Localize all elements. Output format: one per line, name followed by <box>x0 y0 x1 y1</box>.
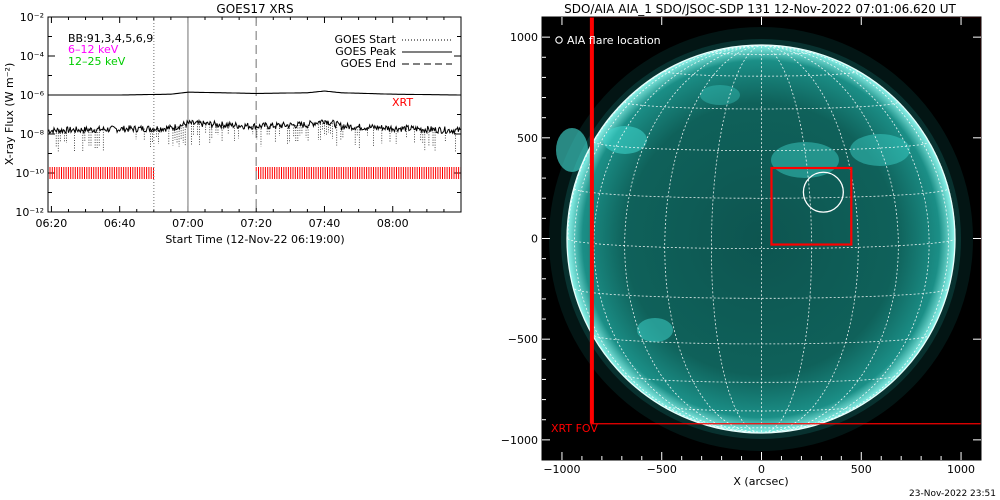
x-tick-label: −1000 <box>543 463 580 476</box>
legend-goes-end: GOES End <box>340 57 396 70</box>
solar-limb <box>566 44 956 434</box>
goes-plot-frame <box>47 16 462 213</box>
y-tick-label: 500 <box>517 132 538 145</box>
goes-legend: GOES Start GOES Peak GOES End <box>335 33 452 70</box>
y-tick-label: 10⁻⁸ <box>20 128 45 141</box>
x-tick-label: 500 <box>851 463 872 476</box>
y-tick-label: 1000 <box>510 31 538 44</box>
goes-event-markers <box>153 17 257 212</box>
goes-title: GOES17 XRS <box>216 2 293 16</box>
legend-goes-peak: GOES Peak <box>335 45 396 58</box>
aia-xlabel: X (arcsec) <box>733 475 788 488</box>
grid-longitude-line <box>761 44 930 432</box>
legend-goes-start: GOES Start <box>335 33 397 46</box>
aia-image-panel: SDO/AIA AIA_1 SDO/JSOC-SDP 131 12-Nov-20… <box>501 2 982 488</box>
grid-longitude-line <box>761 44 859 433</box>
x-tick-label: 06:40 <box>104 217 136 230</box>
goes-axes: 06:20 06:40 07:00 07:20 07:40 08:00 10⁻¹² 10⁻¹⁰… <box>15 11 461 230</box>
goes-series-line <box>48 90 461 96</box>
active-region <box>850 134 910 166</box>
active-region <box>603 126 647 154</box>
y-tick-label: 10⁻² <box>20 11 44 24</box>
x-tick-label: −500 <box>647 463 677 476</box>
goes-flux-series <box>48 90 461 152</box>
x-tick-label: 08:00 <box>377 217 409 230</box>
x-tick-label: 06:20 <box>36 217 68 230</box>
aia-title: SDO/AIA AIA_1 SDO/JSOC-SDP 131 12-Nov-20… <box>564 2 956 16</box>
y-tick-label: 10⁻⁴ <box>20 50 45 63</box>
grid-longitude-line <box>711 44 762 433</box>
goes-xrs-panel: GOES17 XRS X-ray Flux (W m⁻²) Start Time… <box>3 2 462 246</box>
active-region <box>637 318 673 342</box>
grid-longitude-line <box>761 44 899 433</box>
aia-axes: −1000 −500 0 500 1000 1000 500 0 −500 −1000 <box>501 17 981 476</box>
y-tick-label: 0 <box>531 233 538 246</box>
goes-ylabel: X-ray Flux (W m⁻²) <box>3 63 16 165</box>
grid-longitude-line <box>624 44 762 433</box>
grid-latitude-line <box>574 288 949 299</box>
legend-circle-icon <box>555 36 563 44</box>
y-tick-label: −1000 <box>501 434 538 447</box>
x-tick-label: 07:40 <box>309 217 341 230</box>
grid-longitude-line <box>664 44 762 433</box>
x-tick-label: 07:00 <box>172 217 204 230</box>
flare-location-marker <box>802 171 844 213</box>
grid-longitude-line <box>761 44 812 433</box>
timestamp: 23-Nov-2022 23:51 <box>909 489 996 499</box>
goes-xlabel: Start Time (12-Nov-22 06:19:00) <box>165 233 344 246</box>
xrt-coverage-ticks <box>49 167 461 179</box>
flare-box <box>770 166 853 246</box>
grid-latitude-line <box>574 188 949 199</box>
aia-legend-label: AIA flare location <box>567 34 661 47</box>
band1-label: 6–12 keV <box>68 43 119 56</box>
y-tick-label: −500 <box>508 333 538 346</box>
xrt-fov-label: XRT FOV <box>551 422 598 435</box>
aia-overlays <box>589 17 981 425</box>
y-tick-label: 10⁻¹² <box>15 206 44 219</box>
channels-label: BB:91,3,4,5,6,9 <box>68 32 153 45</box>
y-tick-label: 10⁻¹⁰ <box>15 167 44 180</box>
grid-longitude-line <box>593 44 762 432</box>
goes-series-line <box>48 118 461 135</box>
y-tick-label: 10⁻⁶ <box>20 89 45 102</box>
band2-label: 12–25 keV <box>68 55 126 68</box>
xrt-label: XRT <box>392 96 413 109</box>
active-region <box>700 85 740 105</box>
x-tick-label: 1000 <box>947 463 975 476</box>
x-tick-label: 0 <box>758 463 765 476</box>
limb-brightening <box>556 128 588 172</box>
grid-latitude-line <box>711 51 812 55</box>
x-tick-label: 07:20 <box>240 217 272 230</box>
